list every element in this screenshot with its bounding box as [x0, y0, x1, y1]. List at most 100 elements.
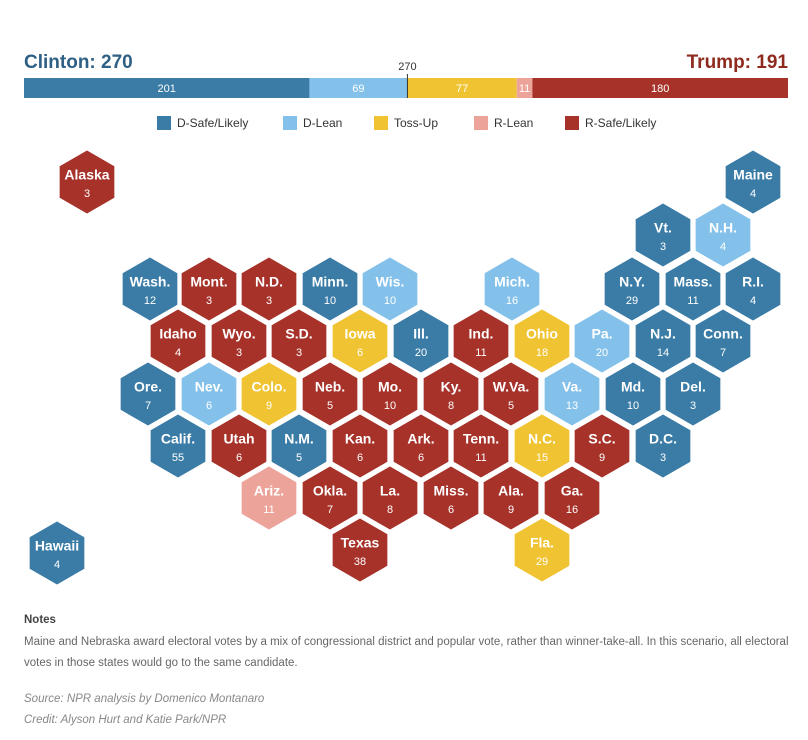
- state-name: Neb.: [315, 379, 345, 395]
- state-name: Vt.: [654, 220, 672, 236]
- state-votes: 14: [657, 347, 669, 359]
- state-name: N.J.: [650, 326, 676, 342]
- state-hex: [451, 306, 511, 376]
- state-name: S.C.: [588, 431, 615, 447]
- state-hex: [269, 411, 329, 481]
- state-name: La.: [380, 483, 400, 499]
- state-votes: 3: [84, 188, 90, 200]
- state-hex: [542, 463, 602, 533]
- state-votes: 3: [266, 295, 272, 307]
- legend-label: Toss-Up: [394, 116, 438, 130]
- state-votes: 8: [448, 400, 454, 412]
- state-hex: [209, 411, 269, 481]
- state-hex: [633, 306, 693, 376]
- state-hex: [209, 306, 269, 376]
- state-hex: [572, 306, 632, 376]
- state-votes: 29: [536, 556, 548, 568]
- state-name: Tenn.: [463, 431, 499, 447]
- state-name: Ariz.: [254, 483, 284, 499]
- chart: Clinton: 270 Trump: 191 201 69 77 11 180270D…: [24, 52, 788, 588]
- state-hex: [482, 254, 542, 324]
- state-hex: [300, 254, 360, 324]
- state-name: Mo.: [378, 379, 402, 395]
- state-name: Ind.: [469, 326, 494, 342]
- state-hex: [179, 254, 239, 324]
- bar-segment: [407, 78, 517, 98]
- state-name: Iowa: [344, 326, 375, 342]
- state-name: Idaho: [159, 326, 196, 342]
- bar-label: 77: [456, 83, 468, 95]
- state-name: Wis.: [376, 274, 405, 290]
- state-hex: [330, 306, 390, 376]
- state-votes: 3: [206, 295, 212, 307]
- legend-label: R-Safe/Likely: [585, 116, 656, 130]
- state-votes: 5: [327, 400, 333, 412]
- state-votes: 3: [660, 241, 666, 253]
- state-hex: [603, 359, 663, 429]
- state-name: Nev.: [195, 379, 224, 395]
- state-name: Ill.: [413, 326, 429, 342]
- state-name: Ky.: [441, 379, 462, 395]
- state-votes: 3: [296, 347, 302, 359]
- legend-swatch: [474, 116, 488, 130]
- state-votes: 16: [566, 504, 578, 516]
- legend-swatch: [157, 116, 171, 130]
- state-name: Mich.: [494, 274, 530, 290]
- legend-swatch: [565, 116, 579, 130]
- state-votes: 11: [263, 504, 274, 516]
- state-hex: [572, 411, 632, 481]
- state-votes: 20: [415, 347, 427, 359]
- state-votes: 15: [536, 452, 548, 464]
- bar-label: 180: [651, 83, 669, 95]
- state-name: Texas: [341, 535, 380, 551]
- state-votes: 4: [175, 347, 181, 359]
- state-hex: [391, 306, 451, 376]
- bar-label: 69: [352, 83, 364, 95]
- state-votes: 3: [660, 452, 666, 464]
- state-name: D.C.: [649, 431, 677, 447]
- state-hex: [663, 254, 723, 324]
- state-hex: [633, 200, 693, 270]
- state-votes: 29: [626, 295, 638, 307]
- bar-label: 11: [519, 83, 530, 95]
- state-votes: 38: [354, 556, 366, 568]
- threshold-label: 270: [398, 61, 416, 73]
- state-votes: 8: [387, 504, 393, 516]
- state-hex: [723, 147, 783, 217]
- state-name: Minn.: [312, 274, 349, 290]
- state-hex: [330, 515, 390, 585]
- state-name: Calif.: [161, 431, 195, 447]
- state-votes: 7: [145, 400, 151, 412]
- state-hex: [360, 359, 420, 429]
- state-name: Hawaii: [35, 538, 79, 554]
- legend-label: R-Lean: [494, 116, 533, 130]
- state-name: Md.: [621, 379, 645, 395]
- state-votes: 11: [475, 347, 486, 359]
- state-name: Colo.: [252, 379, 287, 395]
- state-votes: 12: [144, 295, 156, 307]
- state-name: Ga.: [561, 483, 584, 499]
- state-hex: [421, 359, 481, 429]
- state-name: Mass.: [674, 274, 713, 290]
- state-hex: [239, 463, 299, 533]
- notes-text: Maine and Nebraska award electoral votes…: [24, 636, 789, 669]
- state-name: Miss.: [433, 483, 468, 499]
- state-votes: 18: [536, 347, 548, 359]
- state-hex: [602, 254, 662, 324]
- state-name: Ala.: [498, 483, 524, 499]
- state-hex: [179, 359, 239, 429]
- state-name: Wash.: [130, 274, 171, 290]
- state-name: N.D.: [255, 274, 283, 290]
- state-hex: [300, 359, 360, 429]
- state-votes: 6: [357, 452, 363, 464]
- state-votes: 3: [236, 347, 242, 359]
- state-votes: 9: [508, 504, 514, 516]
- state-name: S.D.: [285, 326, 312, 342]
- state-votes: 5: [296, 452, 302, 464]
- state-hex: [239, 254, 299, 324]
- state-hex: [633, 411, 693, 481]
- state-votes: 16: [506, 295, 518, 307]
- legend-swatch: [283, 116, 297, 130]
- state-votes: 10: [324, 295, 336, 307]
